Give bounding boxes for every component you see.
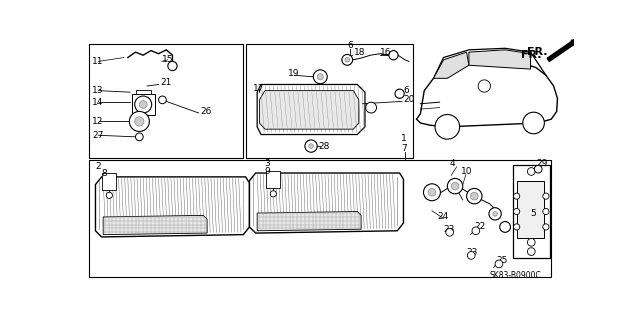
Polygon shape <box>259 91 359 129</box>
Circle shape <box>317 74 323 80</box>
Circle shape <box>447 178 463 194</box>
FancyArrow shape <box>547 39 579 62</box>
Text: 24: 24 <box>437 212 449 221</box>
Circle shape <box>136 133 143 141</box>
Circle shape <box>527 248 535 256</box>
Polygon shape <box>95 177 250 237</box>
Text: 29: 29 <box>536 159 547 167</box>
Circle shape <box>527 239 535 246</box>
Text: 23: 23 <box>467 248 478 257</box>
Text: 25: 25 <box>496 256 508 264</box>
Text: 23: 23 <box>444 225 455 234</box>
Polygon shape <box>257 85 365 135</box>
Circle shape <box>424 184 440 201</box>
Circle shape <box>365 102 376 113</box>
Circle shape <box>345 57 349 62</box>
Bar <box>517 181 543 239</box>
Circle shape <box>472 227 480 235</box>
Text: 22: 22 <box>474 222 486 231</box>
Text: 6: 6 <box>348 41 353 50</box>
Circle shape <box>428 189 436 196</box>
Polygon shape <box>257 211 361 231</box>
Polygon shape <box>417 60 557 127</box>
Circle shape <box>135 96 152 113</box>
Text: 11: 11 <box>92 57 104 66</box>
Circle shape <box>395 89 404 98</box>
Circle shape <box>106 192 113 198</box>
Bar <box>102 173 116 190</box>
Circle shape <box>467 252 475 259</box>
Circle shape <box>135 117 144 126</box>
Circle shape <box>168 61 177 70</box>
Circle shape <box>527 168 535 175</box>
Circle shape <box>389 51 398 60</box>
Bar <box>90 160 551 277</box>
Text: 8: 8 <box>102 168 108 178</box>
Circle shape <box>314 70 327 84</box>
Polygon shape <box>469 50 531 69</box>
Circle shape <box>513 224 520 230</box>
Text: 27: 27 <box>92 131 104 140</box>
Polygon shape <box>132 94 155 115</box>
Circle shape <box>446 228 454 236</box>
Bar <box>513 165 550 258</box>
Bar <box>90 44 243 158</box>
Text: 14: 14 <box>92 98 104 107</box>
Circle shape <box>493 211 497 216</box>
Circle shape <box>129 111 149 131</box>
Circle shape <box>543 193 549 199</box>
Circle shape <box>523 112 545 134</box>
Text: 12: 12 <box>92 117 104 126</box>
Text: 19: 19 <box>288 69 300 78</box>
Text: 28: 28 <box>319 142 330 151</box>
Text: 26: 26 <box>200 107 212 116</box>
Text: FR.: FR. <box>527 47 547 57</box>
Circle shape <box>513 208 520 215</box>
Text: 1: 1 <box>401 134 407 143</box>
Text: 6: 6 <box>403 86 409 95</box>
Text: 4: 4 <box>450 159 455 168</box>
Text: 7: 7 <box>401 144 407 153</box>
Text: H: H <box>480 81 488 91</box>
Bar <box>246 44 413 158</box>
Circle shape <box>305 140 317 152</box>
Circle shape <box>543 208 549 215</box>
Polygon shape <box>136 90 151 94</box>
Circle shape <box>543 224 549 230</box>
Circle shape <box>489 208 501 220</box>
Circle shape <box>435 115 460 139</box>
Text: 9: 9 <box>264 167 270 176</box>
Text: 16: 16 <box>380 48 392 57</box>
Text: SK83-B0900C: SK83-B0900C <box>490 271 541 280</box>
Text: 13: 13 <box>92 86 104 95</box>
Circle shape <box>308 144 314 148</box>
Text: 2: 2 <box>95 162 101 171</box>
Polygon shape <box>250 173 403 233</box>
Circle shape <box>342 55 353 65</box>
Circle shape <box>478 80 490 92</box>
Text: 18: 18 <box>354 48 365 57</box>
Text: FR.: FR. <box>520 50 541 60</box>
Text: 21: 21 <box>160 78 172 87</box>
Text: 5: 5 <box>531 209 536 218</box>
Circle shape <box>534 165 542 173</box>
Text: 10: 10 <box>461 167 473 176</box>
Circle shape <box>500 221 511 232</box>
Circle shape <box>513 193 520 199</box>
Polygon shape <box>433 52 469 78</box>
Text: 3: 3 <box>264 159 270 168</box>
Text: 20: 20 <box>403 95 415 104</box>
Text: 15: 15 <box>163 55 174 63</box>
Circle shape <box>159 96 166 104</box>
Circle shape <box>495 260 503 268</box>
Polygon shape <box>103 215 207 235</box>
Text: 17: 17 <box>253 84 264 93</box>
Circle shape <box>140 101 147 108</box>
Circle shape <box>467 189 482 204</box>
Bar <box>266 172 280 189</box>
Circle shape <box>470 192 478 200</box>
Circle shape <box>270 191 276 197</box>
Circle shape <box>451 182 459 190</box>
